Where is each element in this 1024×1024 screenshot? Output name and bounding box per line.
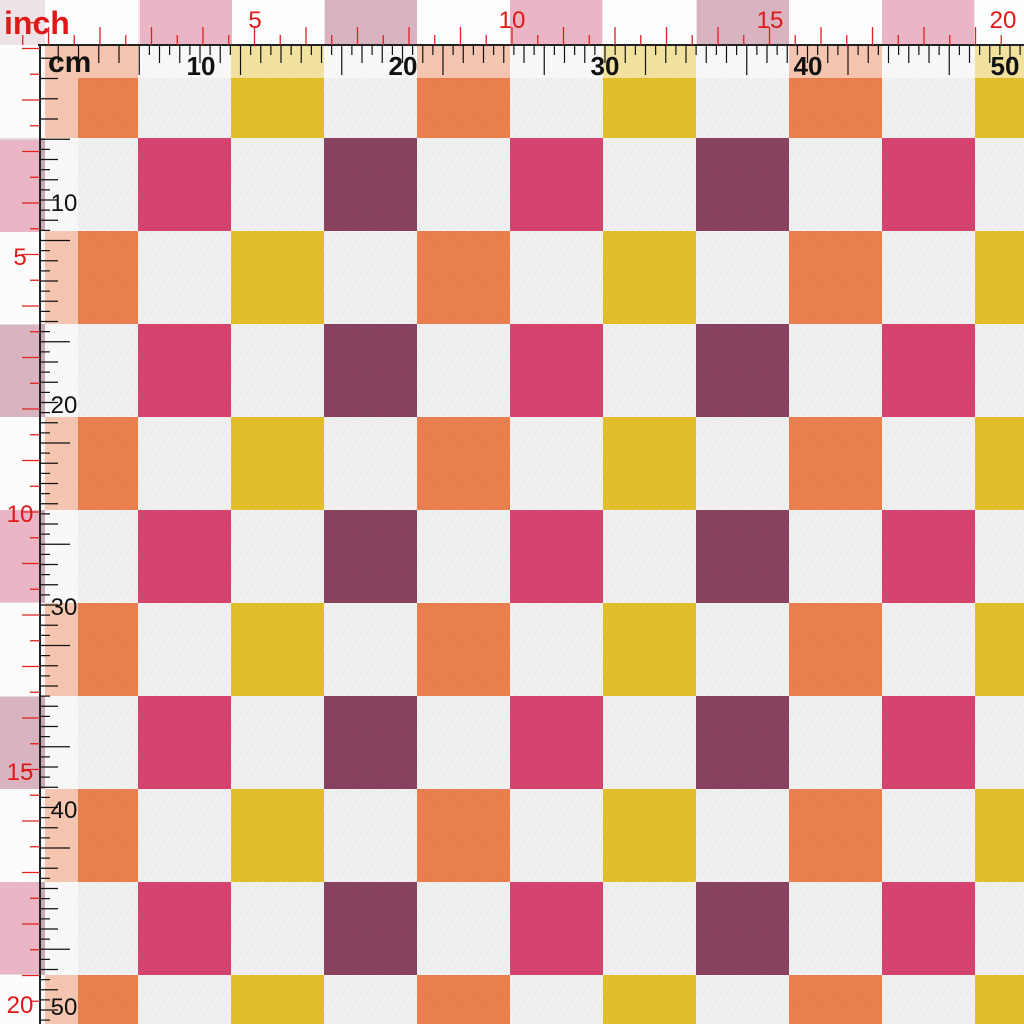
inch-band-block xyxy=(510,0,602,45)
inch-band-block xyxy=(325,0,417,45)
inch-label: 15 xyxy=(757,7,784,34)
inch-label: 5 xyxy=(248,7,261,34)
inch-unit-label: inch xyxy=(4,5,70,41)
cm-label: 50 xyxy=(51,994,78,1021)
cm-label: 40 xyxy=(794,51,823,81)
inch-band-block xyxy=(0,325,40,417)
cm-label: 20 xyxy=(51,392,78,419)
inch-label: 20 xyxy=(7,992,34,1019)
inch-band-block xyxy=(0,140,40,232)
cm-label: 30 xyxy=(591,51,620,81)
cm-label: 40 xyxy=(51,797,78,824)
cm-label: 10 xyxy=(187,51,216,81)
inch-label: 10 xyxy=(7,501,34,528)
inch-band-block xyxy=(882,0,974,45)
cm-label: 30 xyxy=(51,594,78,621)
inch-band-block xyxy=(140,0,232,45)
inch-band-block xyxy=(0,697,40,789)
cm-label: 20 xyxy=(389,51,418,81)
inch-label: 20 xyxy=(990,7,1017,34)
inch-label: 5 xyxy=(13,244,26,271)
cm-label: 10 xyxy=(51,190,78,217)
cm-band-top xyxy=(40,45,1024,78)
inch-label: 15 xyxy=(7,759,34,786)
cm-band-left xyxy=(40,78,78,1024)
cm-label: 50 xyxy=(991,51,1020,81)
inch-band-block xyxy=(0,882,40,974)
inch-band-block xyxy=(0,510,40,602)
inch-label: 10 xyxy=(499,7,526,34)
inch-band-block xyxy=(697,0,789,45)
cm-unit-label: cm xyxy=(48,46,91,79)
